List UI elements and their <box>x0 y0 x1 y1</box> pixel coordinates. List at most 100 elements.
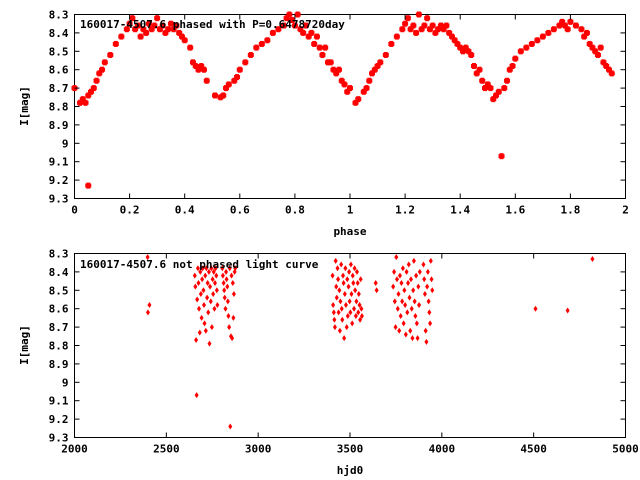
phased-data-point <box>322 44 329 51</box>
phased-data-point <box>134 22 141 29</box>
unphased-data-point <box>338 298 343 305</box>
phased-data-point <box>407 26 414 33</box>
unphased-data-point <box>415 335 420 342</box>
unphased-data-point <box>220 272 225 279</box>
phased-data-point <box>156 26 163 33</box>
unphased-data-point <box>197 305 202 312</box>
unphased-data-point <box>334 294 339 301</box>
phased-data-point <box>369 70 376 77</box>
unphased-data-point <box>213 279 218 286</box>
unphased-data-point <box>332 316 337 323</box>
unphased-data-point <box>352 305 357 312</box>
phased-data-point <box>203 77 210 84</box>
phased-data-point <box>446 29 453 36</box>
unphased-data-point <box>209 324 214 331</box>
phased-axis-ticks: 0 0.2 0.4 0.6 0.8 1 1.2 1.4 1.6 1.8 2 8.3 8.4 8.5 8.6 8… <box>49 9 629 217</box>
unphased-y-tick-label: 8.4 <box>49 266 69 279</box>
unphased-data-point <box>358 276 363 283</box>
phased-data-point <box>294 11 301 18</box>
phased-data-point <box>330 66 337 73</box>
phased-data-point <box>454 40 461 47</box>
unphased-x-tick-label: 4500 <box>520 443 547 456</box>
phased-data-point <box>415 11 422 18</box>
phased-x-tick-label: 2 <box>622 204 629 217</box>
phased-data-point <box>539 33 546 40</box>
unphased-data-point <box>391 283 396 290</box>
phased-data-point <box>506 66 513 73</box>
unphased-data-point <box>225 298 230 305</box>
unphased-data-point <box>423 327 428 334</box>
unphased-data-point <box>331 309 336 316</box>
phased-data-point <box>159 22 166 29</box>
unphased-data-point <box>402 287 407 294</box>
phased-data-point <box>586 40 593 47</box>
unphased-data-point <box>352 265 357 272</box>
unphased-y-tick-label: 9.1 <box>49 395 69 408</box>
unphased-data-point <box>199 314 204 321</box>
unphased-data-point <box>212 305 217 312</box>
phased-data-point <box>432 29 439 36</box>
phased-data-point <box>495 88 502 95</box>
phased-data-point <box>132 26 139 33</box>
unphased-data-point <box>428 257 433 264</box>
phased-data-point <box>101 59 108 66</box>
phased-data-point <box>311 40 318 47</box>
phased-data-point <box>170 26 177 33</box>
unphased-data-point <box>356 309 361 316</box>
phased-data-point <box>335 66 342 73</box>
phased-data-point <box>154 15 161 22</box>
unphased-data-point <box>356 290 361 297</box>
unphased-data-point <box>350 272 355 279</box>
unphased-data-point <box>332 324 337 331</box>
unphased-x-tick-label: 4000 <box>429 443 456 456</box>
phased-data-point <box>112 40 119 47</box>
unphased-data-point <box>331 302 336 309</box>
unphased-data-point <box>205 279 210 286</box>
unphased-data-point <box>425 283 430 290</box>
unphased-data-points <box>145 254 595 430</box>
phased-x-tick-label: 0.4 <box>175 204 195 217</box>
phased-data-point <box>223 85 230 92</box>
phased-data-point <box>93 77 100 84</box>
unphased-data-point <box>413 313 418 320</box>
unphased-data-point <box>211 268 216 275</box>
phased-data-point <box>126 20 133 27</box>
phased-data-point <box>501 85 508 92</box>
phased-y-tick-label: 8.4 <box>49 27 69 40</box>
phased-data-point <box>242 59 249 66</box>
unphased-data-point <box>226 313 231 320</box>
unphased-data-point <box>206 309 211 316</box>
unphased-data-point <box>336 309 341 316</box>
unphased-data-point <box>203 272 208 279</box>
phased-data-point <box>578 26 585 33</box>
unphased-data-point <box>201 287 206 294</box>
unphased-data-point <box>358 316 363 323</box>
phased-data-point <box>603 63 610 70</box>
unphased-data-point <box>424 338 429 345</box>
phased-y-tick-label: 8.3 <box>49 9 69 22</box>
unphased-data-point <box>409 305 414 312</box>
unphased-y-tick-label: 9 <box>62 376 69 389</box>
unphased-data-point <box>353 287 358 294</box>
phased-data-point <box>338 77 345 84</box>
unphased-data-point <box>341 272 346 279</box>
unphased-data-point <box>403 331 408 338</box>
phased-data-point <box>316 44 323 51</box>
unphased-data-point <box>333 257 338 264</box>
unphased-data-point <box>417 302 422 309</box>
unphased-data-point <box>198 290 203 297</box>
unphased-data-point <box>428 320 433 327</box>
phased-data-point <box>165 26 172 33</box>
phased-data-point <box>594 51 601 58</box>
phased-light-curve-panel: 0 0.2 0.4 0.6 0.8 1 1.2 1.4 1.6 1.8 2 8.3 8.4 8.5 8.6 8… <box>18 9 629 239</box>
unphased-data-point <box>198 268 203 275</box>
phased-data-point <box>581 33 588 40</box>
phased-data-point <box>82 99 89 106</box>
unphased-data-point <box>395 305 400 312</box>
phased-data-point <box>129 15 136 22</box>
phased-x-axis-label: phase <box>333 225 366 238</box>
unphased-x-tick-label: 5000 <box>612 443 639 456</box>
unphased-data-point <box>412 298 417 305</box>
unphased-data-point <box>214 272 219 279</box>
unphased-light-curve-panel: 2000 2500 3000 3500 4000 4500 5000 8.3 8.4 8.5 8.6… <box>18 248 639 478</box>
